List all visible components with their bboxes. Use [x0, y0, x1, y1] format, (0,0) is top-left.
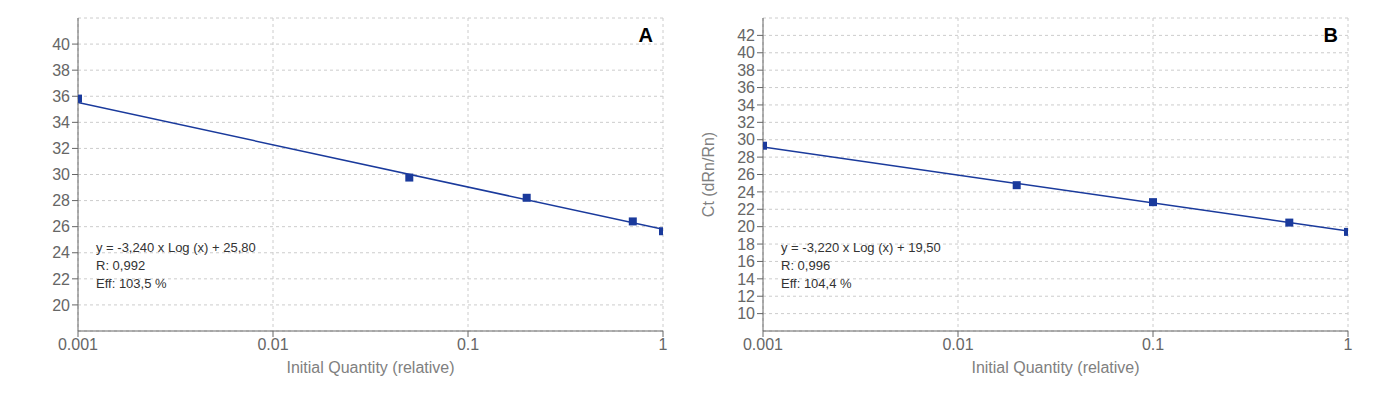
- svg-text:10: 10: [737, 305, 755, 322]
- svg-text:32: 32: [737, 114, 755, 131]
- svg-text:0.1: 0.1: [1142, 336, 1164, 353]
- html-text:R: 0,996: R: 0,996: [781, 258, 831, 273]
- svg-text:1: 1: [1344, 336, 1353, 353]
- svg-text:24: 24: [52, 244, 70, 261]
- html-text:y = -3,240 x Log (x) + 25,80: y = -3,240 x Log (x) + 25,80: [96, 240, 256, 255]
- svg-text:Initial Quantity (relative): Initial Quantity (relative): [971, 359, 1139, 376]
- svg-text:0.01: 0.01: [942, 336, 973, 353]
- html-text:Eff: 104,4 %: Eff: 104,4 %: [781, 276, 852, 291]
- svg-text:30: 30: [737, 131, 755, 148]
- svg-text:Initial Quantity (relative): Initial Quantity (relative): [286, 359, 454, 376]
- html-text:R: 0,992: R: 0,992: [96, 258, 146, 273]
- svg-text:36: 36: [737, 79, 755, 96]
- svg-text:22: 22: [737, 201, 755, 218]
- svg-text:14: 14: [737, 271, 755, 288]
- svg-text:12: 12: [737, 288, 755, 305]
- svg-text:0.001: 0.001: [743, 336, 783, 353]
- html-text:Eff: 103,5 %: Eff: 103,5 %: [96, 276, 167, 291]
- svg-text:36: 36: [52, 88, 70, 105]
- svg-text:16: 16: [737, 253, 755, 270]
- svg-text:1: 1: [659, 336, 668, 353]
- html-text:B: B: [1323, 24, 1338, 46]
- svg-text:42: 42: [737, 27, 755, 44]
- svg-text:34: 34: [52, 114, 70, 131]
- svg-text:18: 18: [737, 236, 755, 253]
- svg-text:30: 30: [52, 166, 70, 183]
- svg-text:38: 38: [52, 62, 70, 79]
- svg-text:22: 22: [52, 271, 70, 288]
- svg-text:28: 28: [737, 149, 755, 166]
- html-text:A: A: [638, 24, 653, 46]
- svg-text:0.001: 0.001: [58, 336, 98, 353]
- svg-text:24: 24: [737, 184, 755, 201]
- svg-text:0.01: 0.01: [257, 336, 288, 353]
- svg-text:20: 20: [737, 218, 755, 235]
- svg-text:Ct (dRn/Rn): Ct (dRn/Rn): [700, 132, 717, 217]
- svg-text:40: 40: [737, 44, 755, 61]
- html-text:y = -3,220 x Log (x) + 19,50: y = -3,220 x Log (x) + 19,50: [781, 240, 941, 255]
- svg-text:38: 38: [737, 62, 755, 79]
- svg-text:26: 26: [52, 218, 70, 235]
- svg-text:34: 34: [737, 97, 755, 114]
- svg-text:28: 28: [52, 192, 70, 209]
- svg-text:20: 20: [52, 297, 70, 314]
- svg-text:32: 32: [52, 140, 70, 157]
- svg-text:0.1: 0.1: [457, 336, 479, 353]
- svg-text:26: 26: [737, 166, 755, 183]
- svg-text:40: 40: [52, 36, 70, 53]
